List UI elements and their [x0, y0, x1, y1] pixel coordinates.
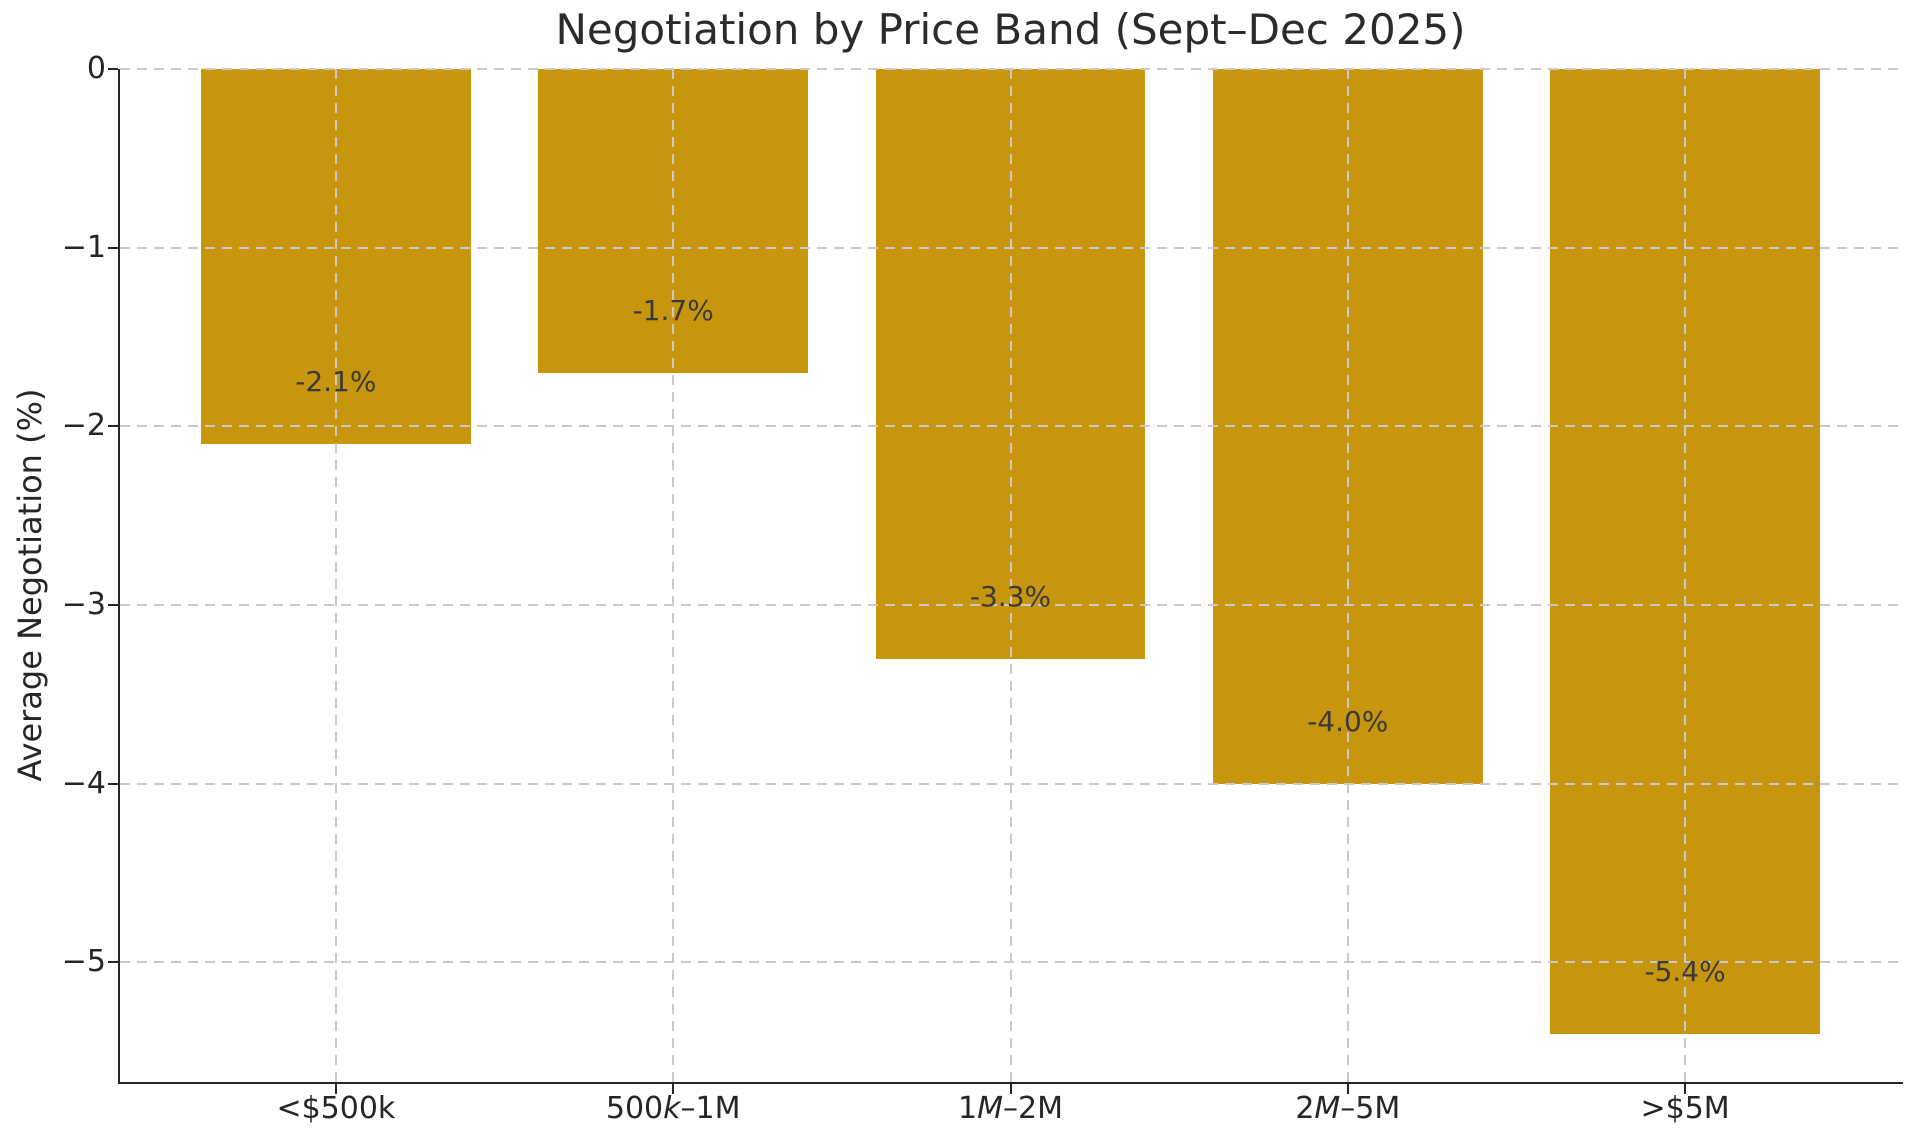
- gridline-vertical: [672, 69, 675, 1082]
- x-tick-label-segment: <$500k: [276, 1091, 396, 1126]
- y-tick-label: −5: [61, 944, 106, 980]
- x-tick-label-segment: –1M: [680, 1091, 741, 1126]
- y-tick-label: −1: [61, 229, 106, 265]
- y-tick-mark: [108, 603, 118, 606]
- x-tick-label: >$5M: [1535, 1090, 1835, 1128]
- x-tick-label-segment: –2M: [1003, 1091, 1063, 1126]
- gridline-vertical: [334, 69, 337, 1082]
- x-tick-label: 500k–1M: [523, 1090, 823, 1128]
- x-tick-mark: [1684, 1084, 1687, 1094]
- x-tick-label-segment: 1: [958, 1091, 978, 1126]
- x-tick-label-segment: M: [1314, 1091, 1341, 1126]
- gridline-vertical: [1684, 69, 1687, 1082]
- bar-value-label: -1.7%: [632, 293, 714, 327]
- y-tick-label: −2: [61, 408, 106, 444]
- y-tick-label: −4: [61, 765, 106, 801]
- y-axis-spine: [118, 69, 120, 1084]
- x-tick-label: 1M–2M: [861, 1090, 1161, 1128]
- x-tick-label-segment: M: [977, 1091, 1003, 1126]
- chart-title: Negotiation by Price Band (Sept–Dec 2025…: [555, 5, 1466, 54]
- bar-value-label: -4.0%: [1307, 704, 1389, 738]
- x-tick-label: 2M–5M: [1198, 1090, 1498, 1128]
- y-tick-mark: [108, 246, 118, 249]
- x-tick-label-segment: 2: [1295, 1091, 1315, 1126]
- x-tick-label-segment: –5M: [1340, 1091, 1401, 1126]
- bar-value-label: -3.3%: [969, 579, 1052, 613]
- y-axis-label: Average Negotiation (%): [11, 388, 49, 782]
- y-tick-label: −3: [61, 586, 106, 622]
- gridline-vertical: [1346, 69, 1349, 1082]
- x-tick-mark: [672, 1084, 675, 1094]
- y-tick-mark: [108, 425, 118, 428]
- x-tick-label-segment: >$5M: [1640, 1091, 1730, 1126]
- y-tick-label: 0: [86, 51, 106, 86]
- x-tick-mark: [334, 1084, 337, 1094]
- x-axis-spine: [118, 1082, 1903, 1084]
- x-tick-label-segment: 500: [605, 1091, 664, 1126]
- y-tick-mark: [108, 961, 118, 964]
- x-tick-mark: [1009, 1084, 1012, 1094]
- x-tick-mark: [1346, 1084, 1349, 1094]
- bar-value-label: -5.4%: [1644, 954, 1726, 988]
- bar-value-label: -2.1%: [295, 365, 377, 399]
- y-tick-mark: [108, 782, 118, 785]
- gridline-vertical: [1009, 69, 1012, 1082]
- x-tick-label: <$500k: [186, 1090, 486, 1128]
- x-tick-label-segment: k: [663, 1091, 681, 1126]
- y-tick-mark: [108, 68, 118, 70]
